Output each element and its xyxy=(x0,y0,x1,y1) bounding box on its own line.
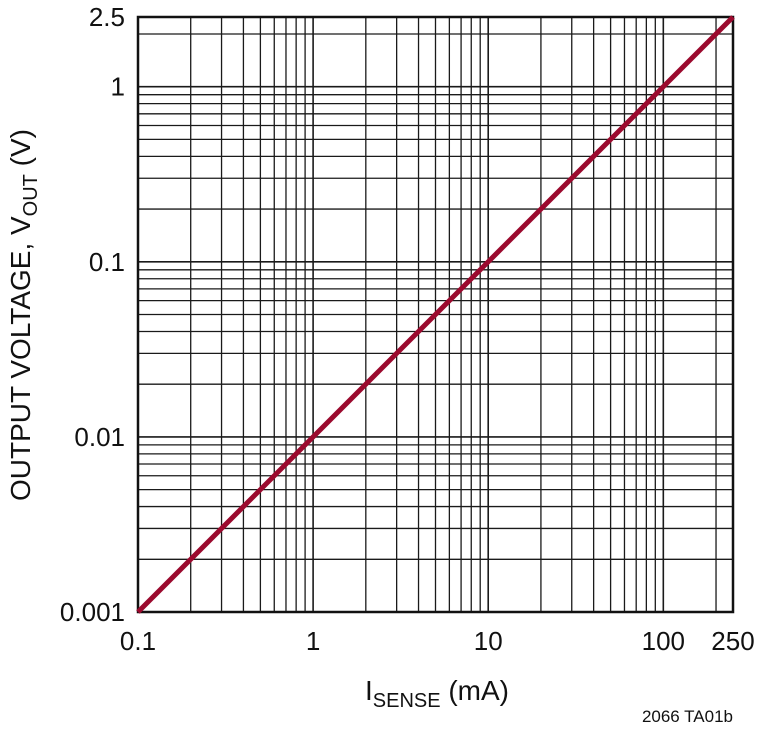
y-tick-labels: 0.001 0.01 0.1 1 2.5 xyxy=(60,2,125,627)
x-tick-labels: 0.1 1 10 100 250 xyxy=(120,626,755,656)
y-axis-title: OUTPUT VOLTAGE, VOUT (V) xyxy=(5,129,42,501)
plot-frame xyxy=(136,15,735,614)
y-tick-label: 0.01 xyxy=(74,422,125,452)
figure-footnote: 2066 TA01b xyxy=(642,707,733,726)
x-tick-label: 250 xyxy=(711,626,754,656)
y-tick-label: 1 xyxy=(111,72,125,102)
series-line xyxy=(136,15,735,614)
x-tick-label: 1 xyxy=(306,626,320,656)
x-axis-title: ISENSE (mA) xyxy=(365,675,509,712)
x-tick-label: 100 xyxy=(642,626,685,656)
x-tick-label: 0.1 xyxy=(120,626,156,656)
y-tick-label: 0.001 xyxy=(60,597,125,627)
y-tick-label: 0.1 xyxy=(89,247,125,277)
series-group xyxy=(136,15,735,614)
x-tick-label: 10 xyxy=(474,626,503,656)
y-tick-label: 2.5 xyxy=(89,2,125,32)
